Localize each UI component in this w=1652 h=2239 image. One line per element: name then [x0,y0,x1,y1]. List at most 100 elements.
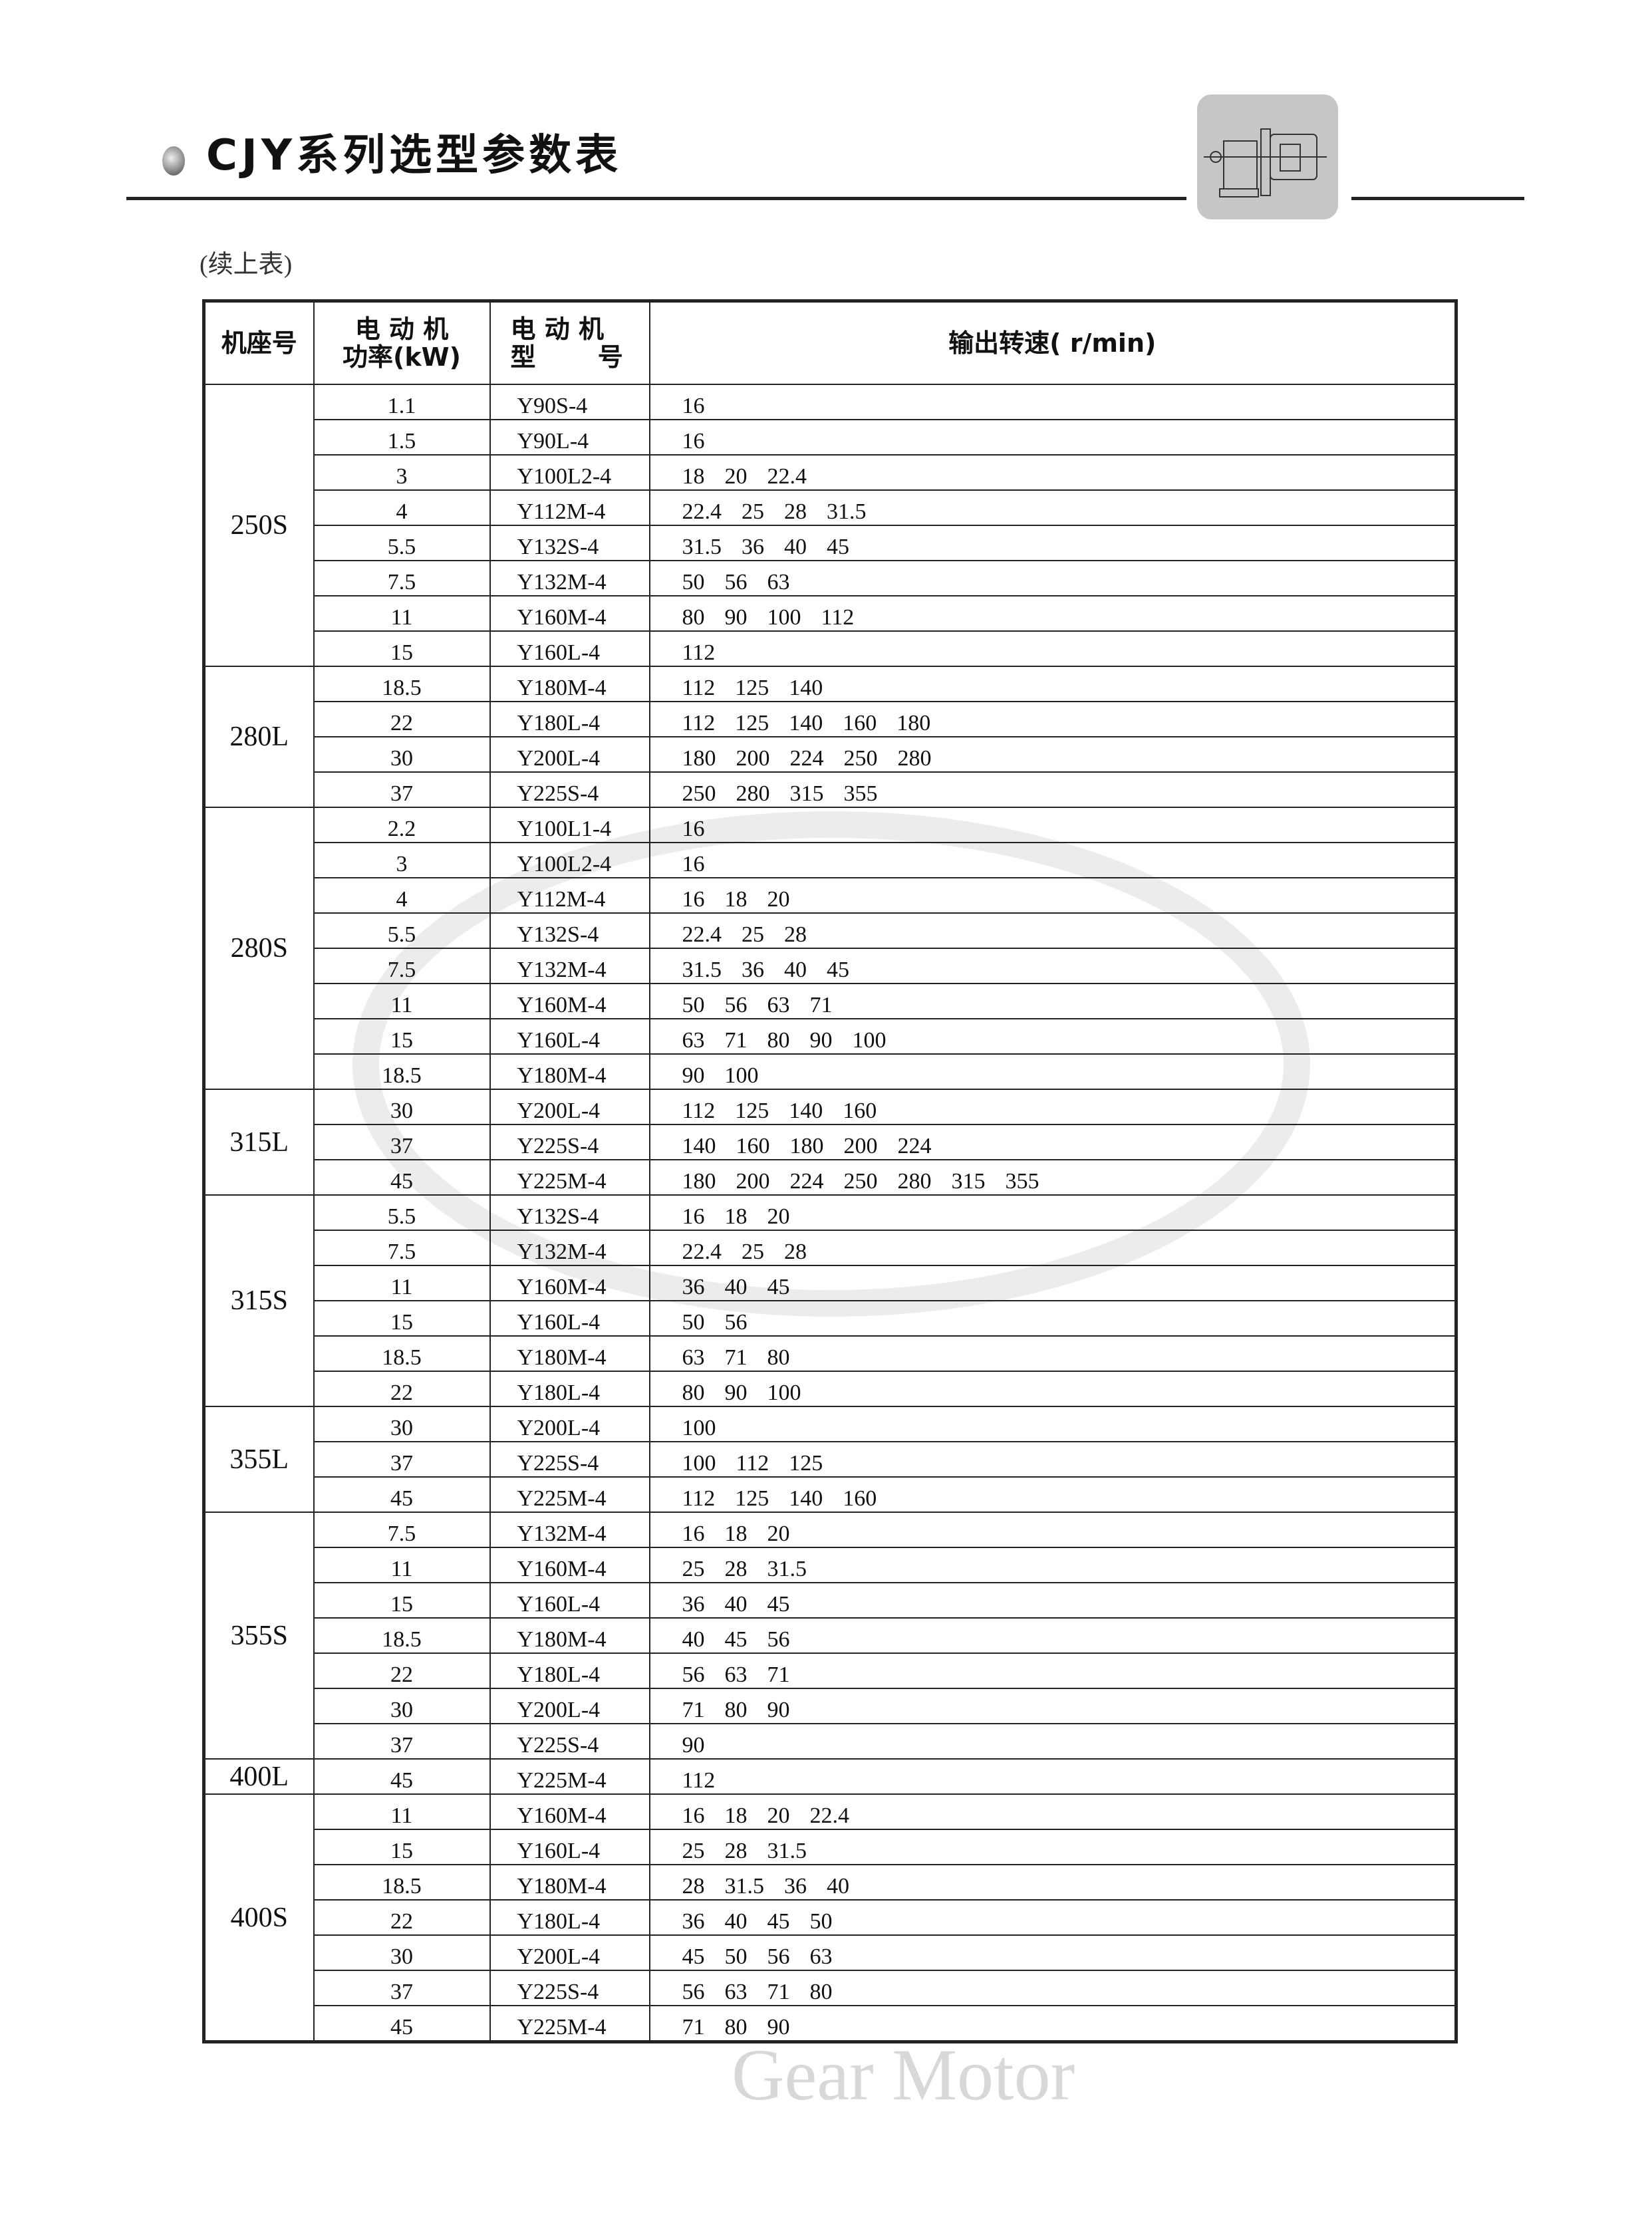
speed-value: 90 [724,605,748,630]
speed-value: 16 [682,817,705,841]
speed-cell: 25 28 31.5 [648,1829,1457,1865]
speed-value: 315 [789,781,824,806]
speed-value: 20 [767,1803,790,1828]
speed-value: 112 [682,640,716,665]
speed-value: 40 [784,958,807,982]
table-row: 45 Y225M-4 180 200 224 250 280 315 355 [204,1159,1457,1196]
power-cell: 11 [313,595,491,632]
power-cell: 30 [313,1688,491,1724]
table-row: 4 Y112M-4 22.4 25 28 31.5 [204,489,1457,526]
power-header-line2: 功率(kW) [343,342,461,372]
model-cell: Y225M-4 [489,1159,650,1196]
speed-cell: 28 31.5 36 40 [648,1864,1457,1901]
speed-cell: 36 40 45 50 [648,1899,1457,1936]
power-cell: 18.5 [313,1864,491,1901]
speed-value: 71 [767,1662,790,1687]
speed-value: 63 [682,1345,705,1370]
seat-cell: 280L [203,666,315,808]
power-cell: 15 [313,1018,491,1055]
speed-value: 180 [789,1134,824,1158]
speed-cell: 71 80 90 [648,2005,1457,2043]
speed-value: 25 [742,922,764,947]
speed-value: 40 [724,1592,748,1617]
seat-cell: 315L [203,1089,315,1196]
speed-value: 63 [767,993,790,1017]
table-row: 37 Y225S-4 140 160 180 200 224 [204,1124,1457,1160]
speed-cell: 100 [648,1406,1457,1442]
table-row: 280S 2.2 Y100L1-4 16 [203,807,1457,1090]
power-cell: 15 [313,1300,491,1337]
table-row: 3 Y100L2-4 16 [204,842,1457,878]
power-cell: 11 [313,1265,491,1301]
table-row: 400S 11 Y160M-4 16 18 20 22.4 [203,1793,1457,2043]
speed-cell: 36 40 45 [648,1582,1457,1619]
speed-value: 22.4 [682,922,722,947]
speed-value: 250 [843,746,878,771]
power-cell: 30 [313,1934,491,1971]
table-row: 30 Y200L-4 180 200 224 250 280 [204,736,1457,773]
model-cell: Y100L2-4 [489,842,650,878]
model-cell: Y180M-4 [489,1053,650,1090]
speed-value: 125 [735,1486,769,1511]
speed-cell: 112 [648,630,1457,667]
table-row: 7.5 Y132M-4 31.5 36 40 45 [204,948,1457,984]
speed-value: 140 [789,1486,823,1511]
power-cell: 22 [313,1371,491,1407]
speed-value: 50 [682,1310,705,1335]
speed-value: 36 [742,958,764,982]
power-cell: 5.5 [313,912,491,949]
model-cell: Y200L-4 [489,1688,650,1724]
col-header-model: 电 动 机型 号 [489,300,650,385]
seat-cell: 355S [203,1512,315,1760]
table-row: 22 Y180L-4 36 40 45 50 [204,1899,1457,1936]
model-cell: Y160L-4 [489,1829,650,1865]
speed-value: 16 [682,887,705,912]
speed-value: 31.5 [682,535,722,559]
power-cell: 22 [313,1652,491,1689]
speed-value: 18 [682,464,705,489]
speed-value: 140 [789,676,823,700]
page-title: CJY系列选型参数表 [206,131,622,180]
speed-value: 200 [736,746,770,771]
speed-value: 28 [724,1839,748,1863]
speed-value: 112 [682,711,716,735]
seat-cell: 315S [203,1194,315,1407]
model-cell: Y180M-4 [489,1617,650,1654]
table-row: 37 Y225S-4 90 [204,1723,1457,1760]
speed-value: 18 [724,1204,748,1229]
speed-cell: 16 [648,384,1457,420]
speed-value: 18 [724,887,748,912]
power-cell: 1.1 [313,384,491,420]
table-row: 22 Y180L-4 112 125 140 160 180 [204,701,1457,737]
table-row: 5.5 Y132S-4 22.4 25 28 [204,912,1457,949]
power-cell: 3 [313,842,491,878]
speed-value: 80 [682,1381,705,1405]
speed-value: 20 [767,1521,790,1546]
speed-value: 140 [789,711,823,735]
table-row: 15 Y160L-4 112 [204,630,1457,667]
table-row: 15 Y160L-4 36 40 45 [204,1582,1457,1619]
power-cell: 7.5 [313,1512,491,1548]
speed-value: 112 [682,1486,716,1511]
speed-value: 315 [951,1169,986,1194]
speed-value: 40 [682,1627,705,1652]
speed-value: 180 [682,746,716,771]
power-cell: 15 [313,630,491,667]
speed-cell: 50 56 63 [648,560,1457,596]
power-cell: 11 [313,1547,491,1583]
speed-value: 100 [682,1451,716,1476]
model-header-line2: 型 号 [510,342,623,372]
speed-cell: 180 200 224 250 280 [648,736,1457,773]
power-cell: 11 [313,1793,491,1830]
speed-value: 125 [735,1099,769,1123]
power-cell: 15 [313,1829,491,1865]
speed-value: 71 [724,1028,748,1053]
model-cell: Y160M-4 [489,983,650,1019]
table-row: 7.5 Y132M-4 50 56 63 [204,560,1457,596]
speed-value: 45 [724,1627,748,1652]
speed-cell: 36 40 45 [648,1265,1457,1301]
table-row: 400L 45 Y225M-4 112 [203,1758,1457,1795]
speed-value: 100 [767,1381,801,1405]
speed-cell: 80 90 100 [648,1371,1457,1407]
seat-cell: 400L [203,1758,315,1795]
